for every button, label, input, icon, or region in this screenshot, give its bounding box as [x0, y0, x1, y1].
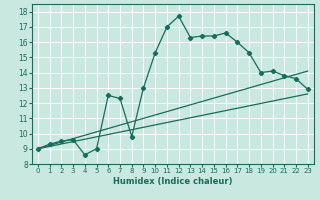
X-axis label: Humidex (Indice chaleur): Humidex (Indice chaleur) — [113, 177, 233, 186]
